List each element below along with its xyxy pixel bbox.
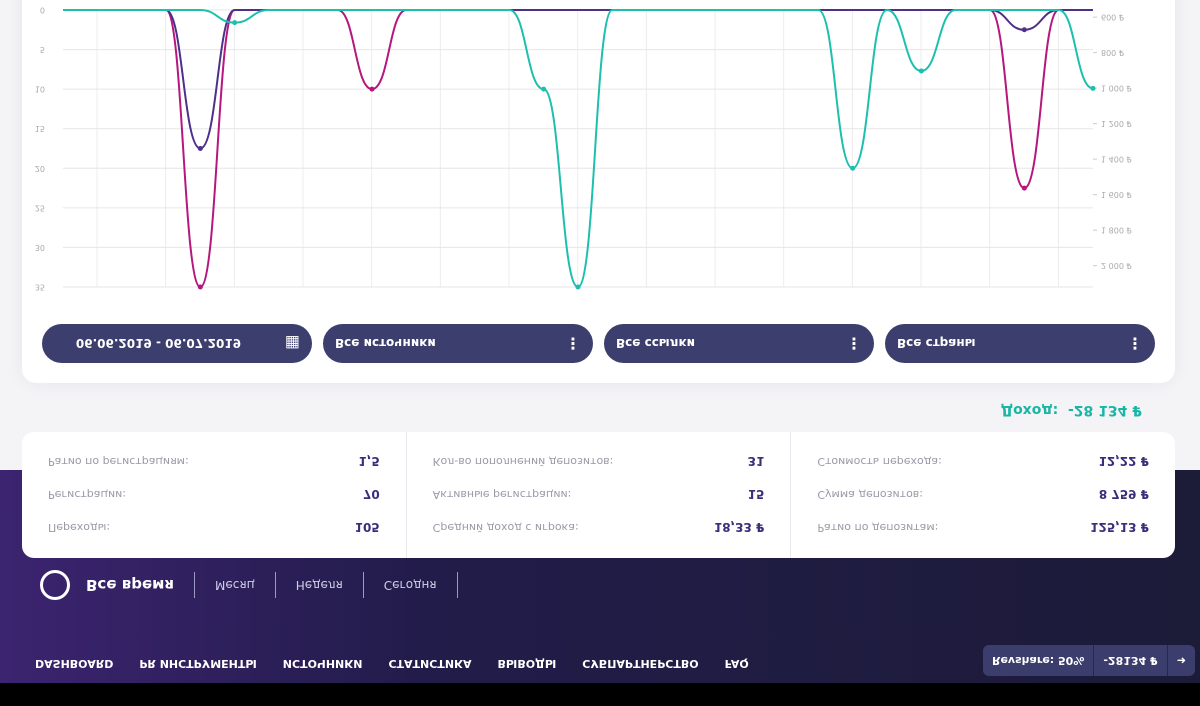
- y2-tick-label: 1 800 ₽: [1101, 226, 1132, 235]
- point: [918, 68, 924, 74]
- stat-value: 15: [747, 487, 765, 502]
- stat-row: Средний доход с игрока: 18,33 ₽: [433, 511, 765, 544]
- menu-icon: ⋮: [1127, 334, 1143, 353]
- nav-link[interactable]: СТАТИСТИКА: [388, 657, 472, 670]
- balance: -28134 ₽: [1094, 645, 1168, 676]
- date-range: 06.06.2019 - 06.07.2019: [75, 336, 242, 351]
- link-filter[interactable]: Все ссылки ⋮: [604, 324, 874, 363]
- logo-circle: [40, 570, 70, 600]
- y-tick-label: 30: [35, 243, 45, 252]
- nav-link[interactable]: ИСТОЧНИКИ: [282, 657, 363, 670]
- y2-tick-label: 1 000 ₽: [1101, 84, 1132, 93]
- point: [1021, 27, 1027, 33]
- stat-row: Стоимость перехода: 12,22 ₽: [817, 445, 1149, 478]
- stat-row: Переходы: 105: [48, 511, 380, 544]
- nav-link[interactable]: PR ИНСТРУМЕНТЫ: [139, 657, 257, 670]
- stat-label: Переходы:: [48, 521, 111, 534]
- menu-icon: ⋮: [565, 334, 581, 353]
- point: [197, 284, 203, 290]
- point: [850, 165, 856, 171]
- menu-icon: ⋮: [846, 334, 862, 353]
- source-filter[interactable]: Все источники ⋮: [323, 324, 593, 363]
- stat-value: 70: [362, 487, 380, 502]
- stat-row: Сумма депозитов: 8 759 ₽: [817, 478, 1149, 511]
- y-tick-label: 20: [35, 164, 45, 173]
- nav-links: DASHBOARD PR ИНСТРУМЕНТЫ ИСТОЧНИКИ СТАТИСТИ…: [35, 657, 749, 670]
- income: Доход: -28 134 ₽: [1001, 402, 1142, 418]
- point: [197, 146, 203, 151]
- logout-icon[interactable]: ➜: [1176, 654, 1186, 667]
- stats-column: Средний доход с игрока: 18,33 ₽ Активные р…: [405, 432, 791, 558]
- y-tick-label: 0: [40, 6, 45, 15]
- period-tab[interactable]: Неделя: [275, 572, 364, 598]
- stats-column: Переходы: 105 Регистрации: 70 Ратио по регис…: [22, 432, 406, 558]
- y-tick-label: 35: [35, 283, 45, 292]
- y-tick-label: 25: [35, 203, 45, 212]
- stat-value: 125,13 ₽: [1090, 520, 1150, 535]
- account-box: Revshare: 50% -28134 ₽ ➜: [983, 645, 1195, 676]
- y2-tick-label: 1 200 ₽: [1101, 119, 1132, 128]
- y2-tick-label: 1 400 ₽: [1101, 155, 1132, 164]
- filter-label: Все источники: [335, 336, 436, 351]
- revshare: Revshare: 50%: [983, 645, 1095, 676]
- stat-label: Ратио по регистрациям:: [48, 455, 189, 468]
- stats-column: Ратио по депозитам: 125,13 ₽ Сумма депозит…: [790, 432, 1176, 558]
- y-tick-label: 5: [40, 45, 45, 54]
- stat-label: Стоимость перехода:: [817, 455, 942, 468]
- period-tab[interactable]: Месяц: [195, 572, 276, 598]
- filter-label: Все страны: [897, 336, 976, 351]
- stat-value: 18,33 ₽: [713, 520, 765, 535]
- stat-value: 8 759 ₽: [1098, 487, 1150, 502]
- stat-label: Регистрации:: [48, 488, 126, 501]
- point: [541, 86, 547, 92]
- period-tabs: Все время Месяц Неделя Сегодня: [40, 567, 458, 603]
- stat-row: Регистрации: 70: [48, 478, 380, 511]
- point: [232, 20, 238, 26]
- stat-row: Ратио по регистрациям: 1,5: [48, 445, 380, 478]
- income-label: Доход:: [1000, 402, 1059, 418]
- stat-label: Сумма депозитов:: [817, 488, 923, 501]
- stat-value: 12,22 ₽: [1098, 454, 1150, 469]
- chart: 0 5 10 15 20 25 30 35 600 ₽ 800 ₽ 1 000 ₽ 1 200 ₽ 1 …: [35, 6, 1132, 292]
- y2-tick-label: 1 600 ₽: [1101, 190, 1132, 199]
- point: [1090, 85, 1096, 91]
- y2-tick-label: 2 000 ₽: [1101, 261, 1132, 270]
- stat-label: Кол-во пополнений депозитов:: [432, 455, 614, 468]
- stat-label: Ратио по депозитам:: [817, 521, 939, 534]
- nav-link[interactable]: DASHBOARD: [35, 657, 114, 670]
- country-filter[interactable]: Все страны ⋮: [885, 324, 1155, 363]
- y-tick-label: 15: [35, 124, 45, 133]
- point: [369, 86, 375, 92]
- stat-label: Активные регистрации:: [432, 488, 572, 501]
- stat-row: Активные регистрации: 15: [433, 478, 765, 511]
- stat-row: Кол-во пополнений депозитов: 31: [433, 445, 765, 478]
- income-value: -28 134 ₽: [1067, 402, 1142, 418]
- line: [63, 9, 1093, 150]
- y-tick-label: 10: [35, 85, 45, 94]
- calendar-icon: ▦: [284, 334, 300, 353]
- nav-link[interactable]: СУБПАРТНЕРСТВО: [582, 657, 699, 670]
- stat-value: 1,5: [358, 454, 380, 469]
- stat-value: 31: [747, 454, 765, 469]
- stat-label: Средний доход с игрока:: [432, 521, 579, 534]
- filter-label: Все ссылки: [616, 336, 695, 351]
- period-tab[interactable]: Все время: [80, 572, 196, 598]
- point: [1021, 185, 1027, 191]
- stat-value: 105: [354, 520, 380, 535]
- y2-tick-label: 800 ₽: [1101, 48, 1124, 57]
- point: [575, 284, 581, 290]
- nav-link[interactable]: FAQ: [724, 657, 749, 670]
- stat-row: Ратио по депозитам: 125,13 ₽: [817, 511, 1149, 544]
- bottom-strip: [0, 683, 1200, 706]
- nav-link[interactable]: ВЫВОДЫ: [497, 657, 557, 670]
- y2-tick-label: 600 ₽: [1101, 13, 1124, 22]
- period-tab[interactable]: Сегодня: [363, 572, 458, 598]
- line: [63, 8, 1094, 289]
- stats-card: Переходы: 105 Регистрации: 70 Ратио по регис…: [22, 432, 1176, 558]
- date-filter[interactable]: 06.06.2019 - 06.07.2019 ▦: [42, 324, 312, 363]
